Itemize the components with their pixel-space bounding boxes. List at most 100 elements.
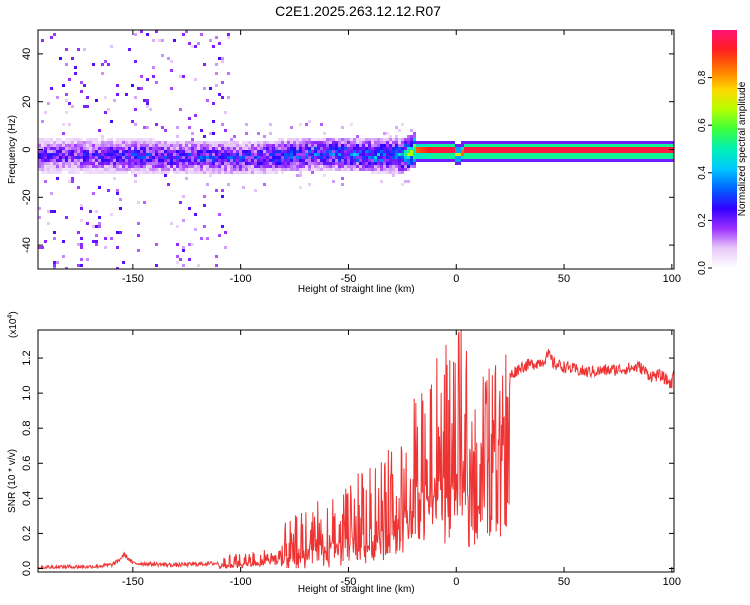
spectrogram-cell [149, 150, 152, 153]
spectrogram-cell [59, 150, 62, 153]
spectrogram-cell [587, 141, 590, 144]
spectrogram-cell [284, 153, 287, 156]
spectrogram-cell [203, 87, 206, 90]
spectrogram-cell [314, 162, 317, 165]
spectrogram-cell [380, 144, 383, 147]
spectrogram-cell [332, 150, 335, 153]
spectrogram-cell [143, 99, 146, 102]
spectrogram-cell [410, 144, 413, 147]
spectrogram-cell [533, 144, 536, 147]
spectrogram-cell [173, 159, 176, 162]
spectrogram-cell [272, 144, 275, 147]
spectrogram-cell [617, 144, 620, 147]
x-tick-label: -150 [122, 576, 144, 588]
spectrogram-cell [611, 153, 614, 156]
spectrogram-cell [470, 147, 473, 150]
spectrogram-cell [56, 147, 59, 150]
spectrogram-cell [149, 141, 152, 144]
spectrogram-cell [152, 66, 155, 69]
spectrogram-cell [344, 141, 347, 144]
spectrogram-cell [176, 159, 179, 162]
spectrogram-cell [440, 150, 443, 153]
spectrogram-cell [161, 150, 164, 153]
spectrogram-cell [44, 159, 47, 162]
spectrogram-cell [326, 153, 329, 156]
spectrogram-cell [233, 168, 236, 171]
spectrogram-cell [359, 138, 362, 141]
spectrogram-cell [83, 141, 86, 144]
spectrogram-cell [284, 156, 287, 159]
spectrogram-cell [509, 144, 512, 147]
spectrogram-cell [98, 225, 101, 228]
spectrogram-cell [293, 144, 296, 147]
spectrogram-cell [389, 147, 392, 150]
spectrogram-cell [341, 168, 344, 171]
spectrogram-cell [167, 150, 170, 153]
spectrogram-cell [368, 141, 371, 144]
spectrogram-cell [560, 153, 563, 156]
spectrogram-cell [191, 45, 194, 48]
spectrogram-cell [263, 171, 266, 174]
spectrogram-cell [338, 147, 341, 150]
spectrogram-cell [416, 153, 419, 156]
spectrogram-cell [119, 150, 122, 153]
spectrogram-cell [437, 153, 440, 156]
spectrogram-cell [71, 153, 74, 156]
spectrogram-cell [356, 165, 359, 168]
spectrogram-cell [239, 162, 242, 165]
spectrogram-cell [317, 147, 320, 150]
spectrogram-cell [167, 156, 170, 159]
spectrogram-cell [233, 150, 236, 153]
spectrogram-cell [377, 150, 380, 153]
spectrogram-cell [179, 75, 182, 78]
spectrogram-cell [404, 144, 407, 147]
spectrogram-cell [212, 162, 215, 165]
spectrogram-cell [182, 162, 185, 165]
spectrogram-cell [62, 141, 65, 144]
spectrogram-cell [47, 159, 50, 162]
spectrogram-cell [476, 150, 479, 153]
spectrogram-cell [263, 147, 266, 150]
spectrogram-cell [206, 237, 209, 240]
spectrogram-cell [614, 153, 617, 156]
spectrogram-cell [215, 171, 218, 174]
spectrogram-cell [212, 141, 215, 144]
spectrogram-cell [188, 165, 191, 168]
spectrogram-cell [557, 156, 560, 159]
spectrogram-cell [194, 228, 197, 231]
spectrogram-cell [452, 144, 455, 147]
spectrogram-cell [383, 141, 386, 144]
spectrogram-cell [86, 162, 89, 165]
spectrogram-cell [386, 153, 389, 156]
spectrogram-cell [464, 153, 467, 156]
spectrogram-cell [38, 246, 41, 249]
spectrogram-cell [557, 141, 560, 144]
spectrogram-cell [59, 168, 62, 171]
spectrogram-cell [278, 147, 281, 150]
spectrogram-cell [101, 138, 104, 141]
spectrogram-cell [185, 141, 188, 144]
spectrogram-cell [638, 150, 641, 153]
spectrogram-cell [641, 147, 644, 150]
spectrogram-cell [140, 153, 143, 156]
spectrogram-cell [311, 150, 314, 153]
spectrogram-cell [53, 159, 56, 162]
spectrogram-cell [134, 147, 137, 150]
spectrogram-cell [302, 153, 305, 156]
spectrogram-cell [353, 147, 356, 150]
spectrogram-cell [257, 150, 260, 153]
spectrogram-cell [428, 153, 431, 156]
spectrogram-cell [68, 144, 71, 147]
spectrogram-cell [215, 72, 218, 75]
spectrogram-cell [440, 159, 443, 162]
spectrogram-cell [539, 147, 542, 150]
spectrogram-cell [95, 162, 98, 165]
spectrogram-cell [188, 159, 191, 162]
spectrogram-cell [374, 162, 377, 165]
spectrogram-cell [170, 159, 173, 162]
spectrogram-cell [398, 153, 401, 156]
spectrogram-cell [497, 147, 500, 150]
spectrogram-cell [62, 132, 65, 135]
spectrogram-cell [65, 162, 68, 165]
spectrogram-cell [89, 165, 92, 168]
